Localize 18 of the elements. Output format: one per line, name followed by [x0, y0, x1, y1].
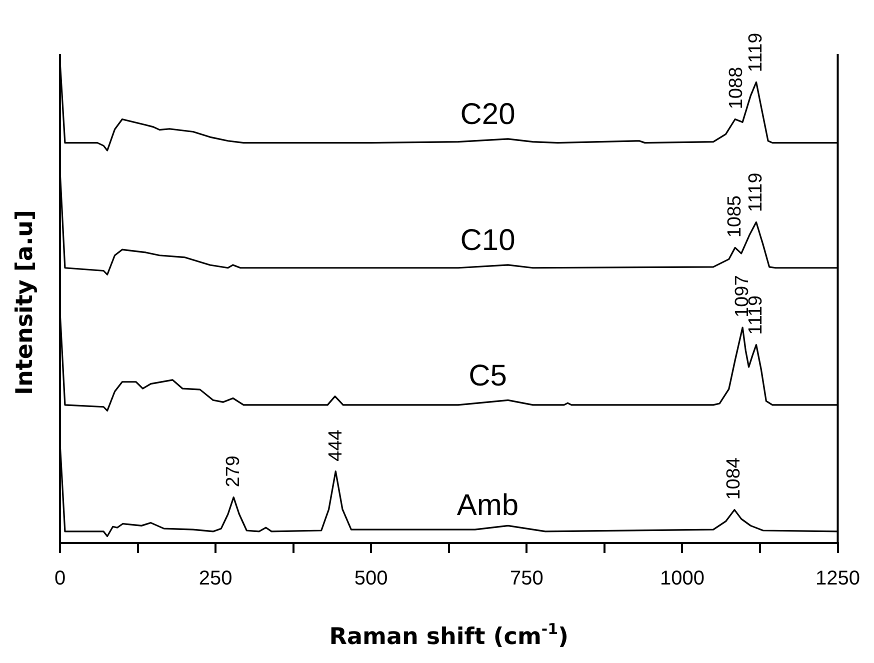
series-label: Amb [456, 488, 519, 522]
annotation: 1088 [726, 66, 748, 110]
series-label: C5 [468, 359, 507, 392]
annotation: 1119 [745, 32, 766, 72]
x-tick-label: 0 [54, 568, 66, 590]
x-tick-label: 500 [354, 568, 388, 590]
x-tick-label: 1000 [660, 568, 704, 590]
annotation: 1119 [745, 172, 766, 212]
series-label: C10 [460, 224, 516, 258]
y-axis-title: Intensity [a.u] [12, 210, 38, 396]
annotation: 1085 [724, 195, 746, 238]
annotation: 1084 [724, 457, 745, 500]
x-tick-label: 750 [510, 568, 544, 590]
annotation: 444 [325, 429, 346, 462]
annotation: 279 [222, 456, 244, 488]
x-tick-label: 1250 [816, 568, 860, 590]
series-label: C20 [460, 98, 516, 132]
x-tick-label: 250 [198, 568, 232, 590]
